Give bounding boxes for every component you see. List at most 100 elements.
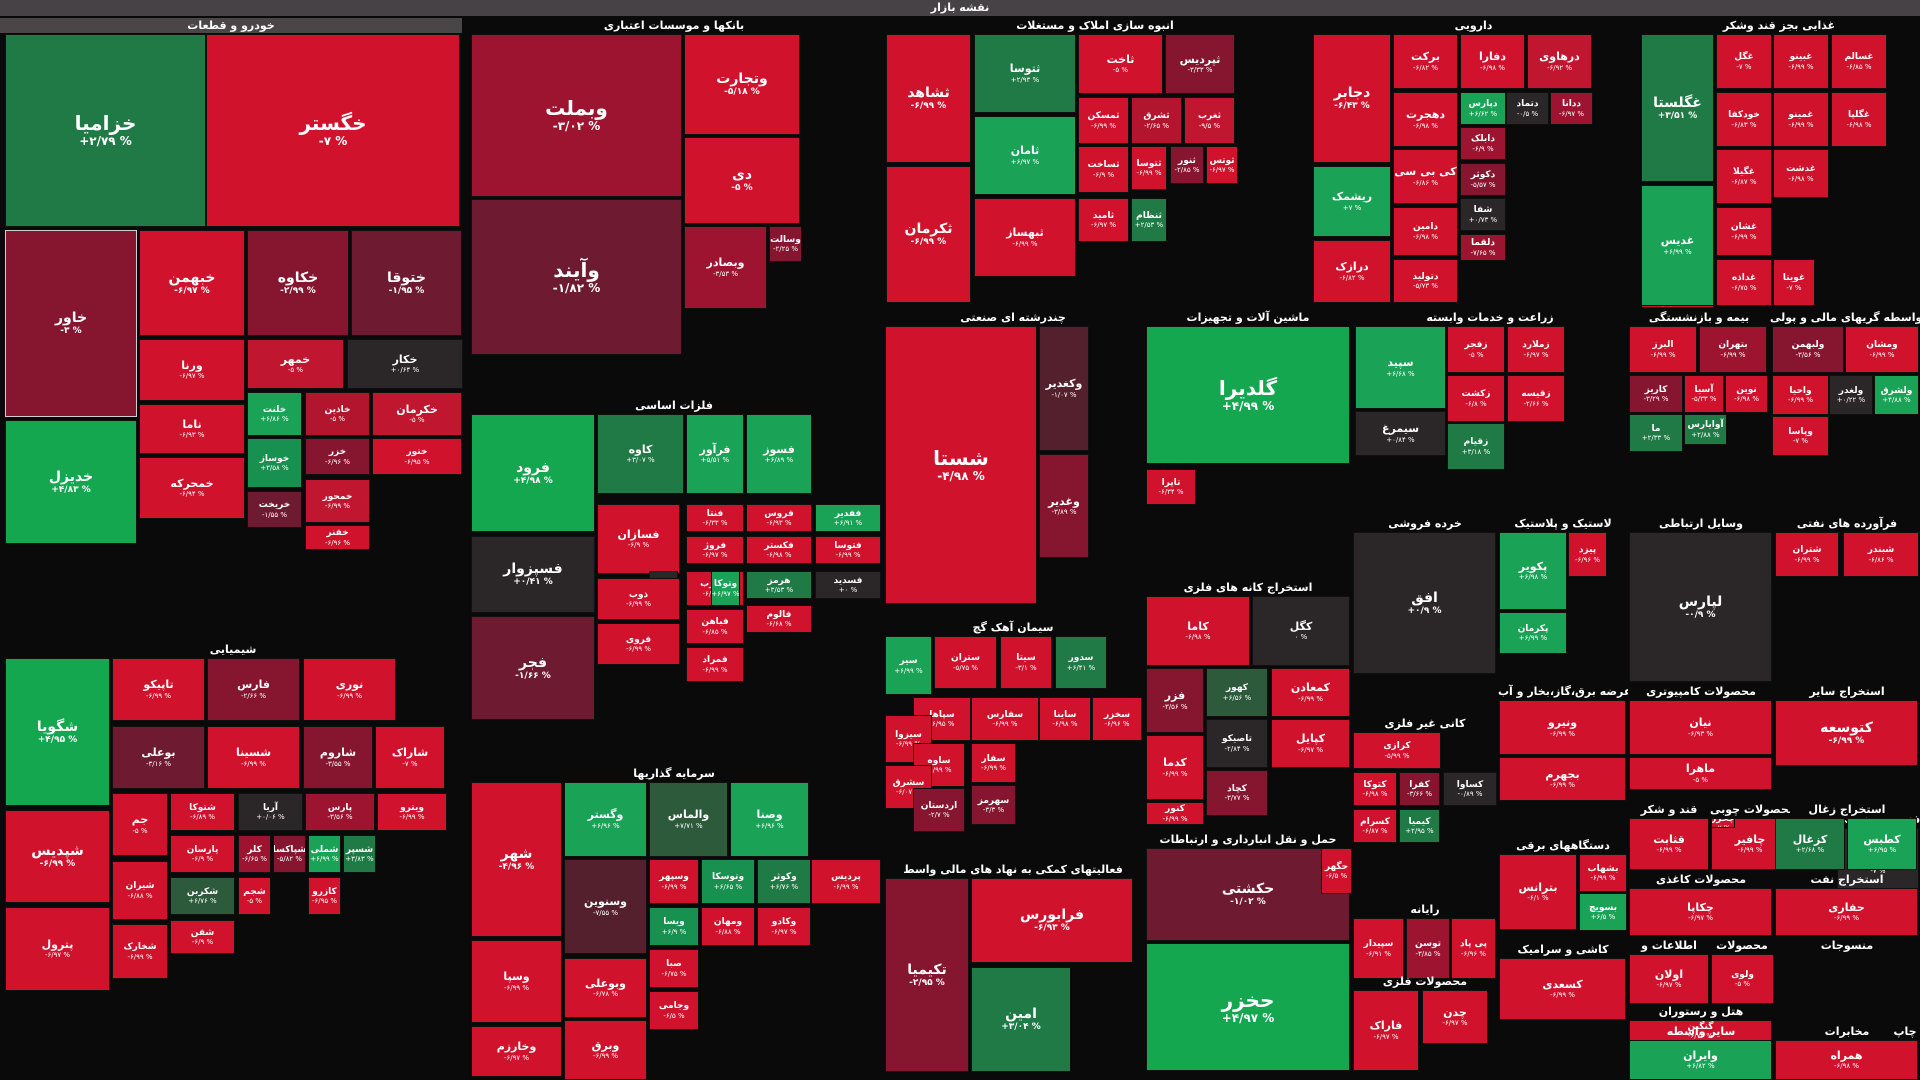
stock-tile[interactable]: دهجرت -۶/۹۸ % [1393,92,1458,147]
stock-tile[interactable]: تاصیکو -۲/۸۴ % [1206,719,1268,768]
stock-tile[interactable]: غدشت -۶/۹۸ % [1773,149,1829,198]
stock-tile[interactable]: لپارس -۰/۹ % [1629,532,1772,682]
stock-tile[interactable]: سفارس -۶/۹۹ % [971,697,1039,741]
stock-tile[interactable]: وپاسا -۷ % [1772,416,1829,456]
stock-tile[interactable]: شخارک -۶/۹۹ % [112,924,168,979]
stock-tile[interactable]: فسپزوار +۰/۴۱ % [471,536,595,613]
stock-tile[interactable]: وصنا +۶/۹۶ % [730,782,809,857]
stock-tile[interactable]: ماهرا -۵ % [1629,757,1772,790]
stock-tile[interactable]: بوعلی -۳/۱۶ % [112,726,205,789]
stock-tile[interactable]: کپایل -۶/۹۷ % [1271,719,1350,768]
stock-tile[interactable]: دابلک -۶/۹ % [1460,127,1506,160]
stock-tile[interactable]: غشان -۶/۹۹ % [1716,207,1772,256]
stock-tile[interactable]: شتوکا -۶/۸۹ % [170,793,235,831]
stock-tile[interactable]: ناما -۶/۹۳ % [139,404,245,454]
stock-tile[interactable]: ثمسکن -۶/۹۹ % [1078,97,1129,144]
stock-tile[interactable]: ولشرق +۴/۸۸ % [1874,375,1919,415]
stock-tile[interactable]: هرمز +۳/۵۳ % [746,571,812,599]
stock-tile[interactable]: ریشمک +۷ % [1313,166,1391,237]
stock-tile[interactable]: غگلستا +۳/۵۱ % [1641,34,1714,182]
stock-tile[interactable]: کاما -۶/۹۸ % [1146,596,1250,666]
stock-tile[interactable]: خگستر -۷ % [206,34,460,227]
stock-tile[interactable]: سشرق -۶/۰۷ % [885,765,932,809]
stock-tile[interactable]: گلدیرا +۴/۹۹ % [1146,326,1350,464]
stock-tile[interactable]: خدیزل +۴/۸۳ % [5,420,137,544]
stock-tile[interactable]: شجم -۵ % [238,877,271,915]
stock-tile[interactable]: خزامیا +۲/۷۹ % [5,34,206,227]
stock-tile[interactable]: شکربن +۶/۷۶ % [170,877,235,915]
stock-tile[interactable]: سخزر -۶/۹۶ % [1092,697,1142,741]
stock-tile[interactable]: کرازی -۵/۹۹ % [1353,732,1441,769]
stock-tile[interactable]: کساوا -۰/۸۹ % [1443,772,1497,806]
stock-tile[interactable]: خودکفا -۶/۸۳ % [1716,92,1772,147]
stock-tile[interactable]: دی -۵ % [684,137,800,224]
stock-tile[interactable]: تاپیکو -۶/۹۹ % [112,658,205,721]
stock-tile[interactable]: چکاپا -۶/۹۷ % [1629,888,1772,936]
stock-tile[interactable]: تاپرا -۶/۳۴ % [1146,469,1196,505]
stock-tile[interactable]: وغدیر -۳/۸۹ % [1039,454,1089,558]
stock-tile[interactable]: زکشت -۶/۸ % [1447,375,1505,422]
stock-tile[interactable]: کیمیا +۲/۹۵ % [1399,809,1440,843]
stock-tile[interactable]: خکرمان -۵ % [372,392,462,436]
stock-tile[interactable]: ثغرب -۹/۵ % [1184,97,1235,144]
stock-tile[interactable]: نیان -۶/۹۳ % [1629,700,1772,755]
stock-tile[interactable]: کلر -۶/۶۵ % [238,835,271,873]
stock-tile[interactable]: آریا +۰/۰۶ % [238,793,303,831]
stock-tile[interactable]: زقیسه -۲/۶۶ % [1507,375,1565,422]
stock-tile[interactable]: ثبهساز -۶/۹۹ % [974,198,1076,277]
stock-tile[interactable]: کدما -۶/۹۹ % [1146,735,1204,800]
stock-tile[interactable]: بترانس -۶/۱ % [1499,854,1577,930]
stock-tile[interactable]: بتهران -۶/۹۹ % [1699,326,1767,373]
stock-tile[interactable]: وایران +۶/۸۲ % [1629,1040,1772,1080]
stock-tile[interactable]: فرآور +۵/۵۱ % [686,414,744,494]
stock-tile[interactable]: وآیند -۱/۸۲ % [471,199,682,355]
stock-tile[interactable]: ستران -۵/۷۵ % [934,636,997,689]
stock-tile[interactable]: ففدیر +۶/۹۱ % [815,504,881,532]
stock-tile[interactable]: خبهمن -۶/۹۷ % [139,230,245,336]
stock-tile[interactable]: کفرا -۳/۶۶ % [1399,772,1440,806]
stock-tile[interactable]: سدور +۶/۴۱ % [1055,636,1107,689]
stock-tile[interactable]: آوایارس +۲/۸۸ % [1684,414,1727,445]
stock-tile[interactable]: کسعدی -۶/۹۹ % [1499,958,1626,1020]
stock-tile[interactable]: کاریز -۳/۲۹ % [1629,375,1683,413]
stock-tile[interactable]: دپارس +۶/۶۲ % [1460,92,1506,125]
stock-tile[interactable]: ساینا -۶/۹۸ % [1039,697,1091,741]
stock-tile[interactable]: سیتا -۳/۱ % [1000,636,1052,689]
stock-tile[interactable]: بجهرم -۶/۹۹ % [1499,757,1626,801]
stock-tile[interactable]: زقیام +۳/۱۸ % [1447,423,1505,470]
stock-tile[interactable]: ثپردیس -۳/۳۳ % [1165,34,1235,94]
stock-tile[interactable]: درازک -۶/۸۲ % [1313,240,1391,303]
stock-tile[interactable]: غداذه -۶/۷۵ % [1716,259,1772,306]
stock-tile[interactable]: کتوکا -۶/۹۸ % [1353,772,1397,806]
stock-tile[interactable]: ثامید -۶/۹۷ % [1078,198,1129,242]
stock-tile[interactable]: کسرام -۶/۸۷ % [1353,809,1397,843]
stock-tile[interactable]: دتماد -۰/۵ % [1506,92,1549,125]
stock-tile[interactable]: دجابر -۶/۴۳ % [1313,34,1391,163]
stock-tile[interactable]: ما +۲/۳۳ % [1629,414,1683,452]
stock-tile[interactable]: کی بی سی -۶/۸۶ % [1393,149,1458,204]
stock-tile[interactable]: قثابت -۶/۹۹ % [1629,818,1709,870]
stock-tile[interactable]: وتوسکا +۶/۶۵ % [701,859,755,904]
stock-tile[interactable]: افق +۰/۹ % [1353,532,1496,674]
stock-tile[interactable]: حگهر -۶/۵ % [1321,848,1352,894]
stock-tile[interactable]: خلنت +۶/۸۶ % [247,392,302,436]
stock-tile[interactable]: شیران -۶/۸۸ % [112,861,168,920]
stock-tile[interactable]: سیمرغ +۰/۸۴ % [1355,411,1446,456]
stock-tile[interactable]: سیر +۶/۹۹ % [885,636,932,695]
stock-tile[interactable]: ولغدر +۰/۲۲ % [1829,375,1873,415]
stock-tile[interactable]: شملی +۶/۹۹ % [308,835,341,873]
stock-tile[interactable]: خکار +۰/۶۴ % [347,339,463,389]
stock-tile[interactable]: ویسا +۶/۹ % [649,907,699,946]
stock-tile[interactable]: اردستان -۲/۷ % [913,788,965,832]
stock-tile[interactable]: شگویا +۴/۹۵ % [5,658,110,806]
stock-tile[interactable]: کهور +۶/۵۶ % [1206,668,1268,717]
stock-tile[interactable]: ونیرو -۶/۹۹ % [1499,700,1626,755]
stock-tile[interactable]: غبشهر-۶/۹۹ % [1641,305,1714,308]
stock-tile[interactable]: والماس +۷/۷۱ % [649,782,728,857]
stock-tile[interactable]: خمحور -۶/۹۹ % [305,479,370,523]
stock-tile[interactable]: ختوقا -۱/۹۵ % [351,230,462,336]
stock-tile[interactable]: وکوثر +۶/۷۶ % [757,859,811,904]
stock-tile[interactable]: وتجارت -۵/۱۸ % [684,34,800,135]
stock-tile[interactable]: ثشاهد -۶/۹۹ % [886,34,971,163]
stock-tile[interactable]: خاذین -۵ % [305,392,370,436]
